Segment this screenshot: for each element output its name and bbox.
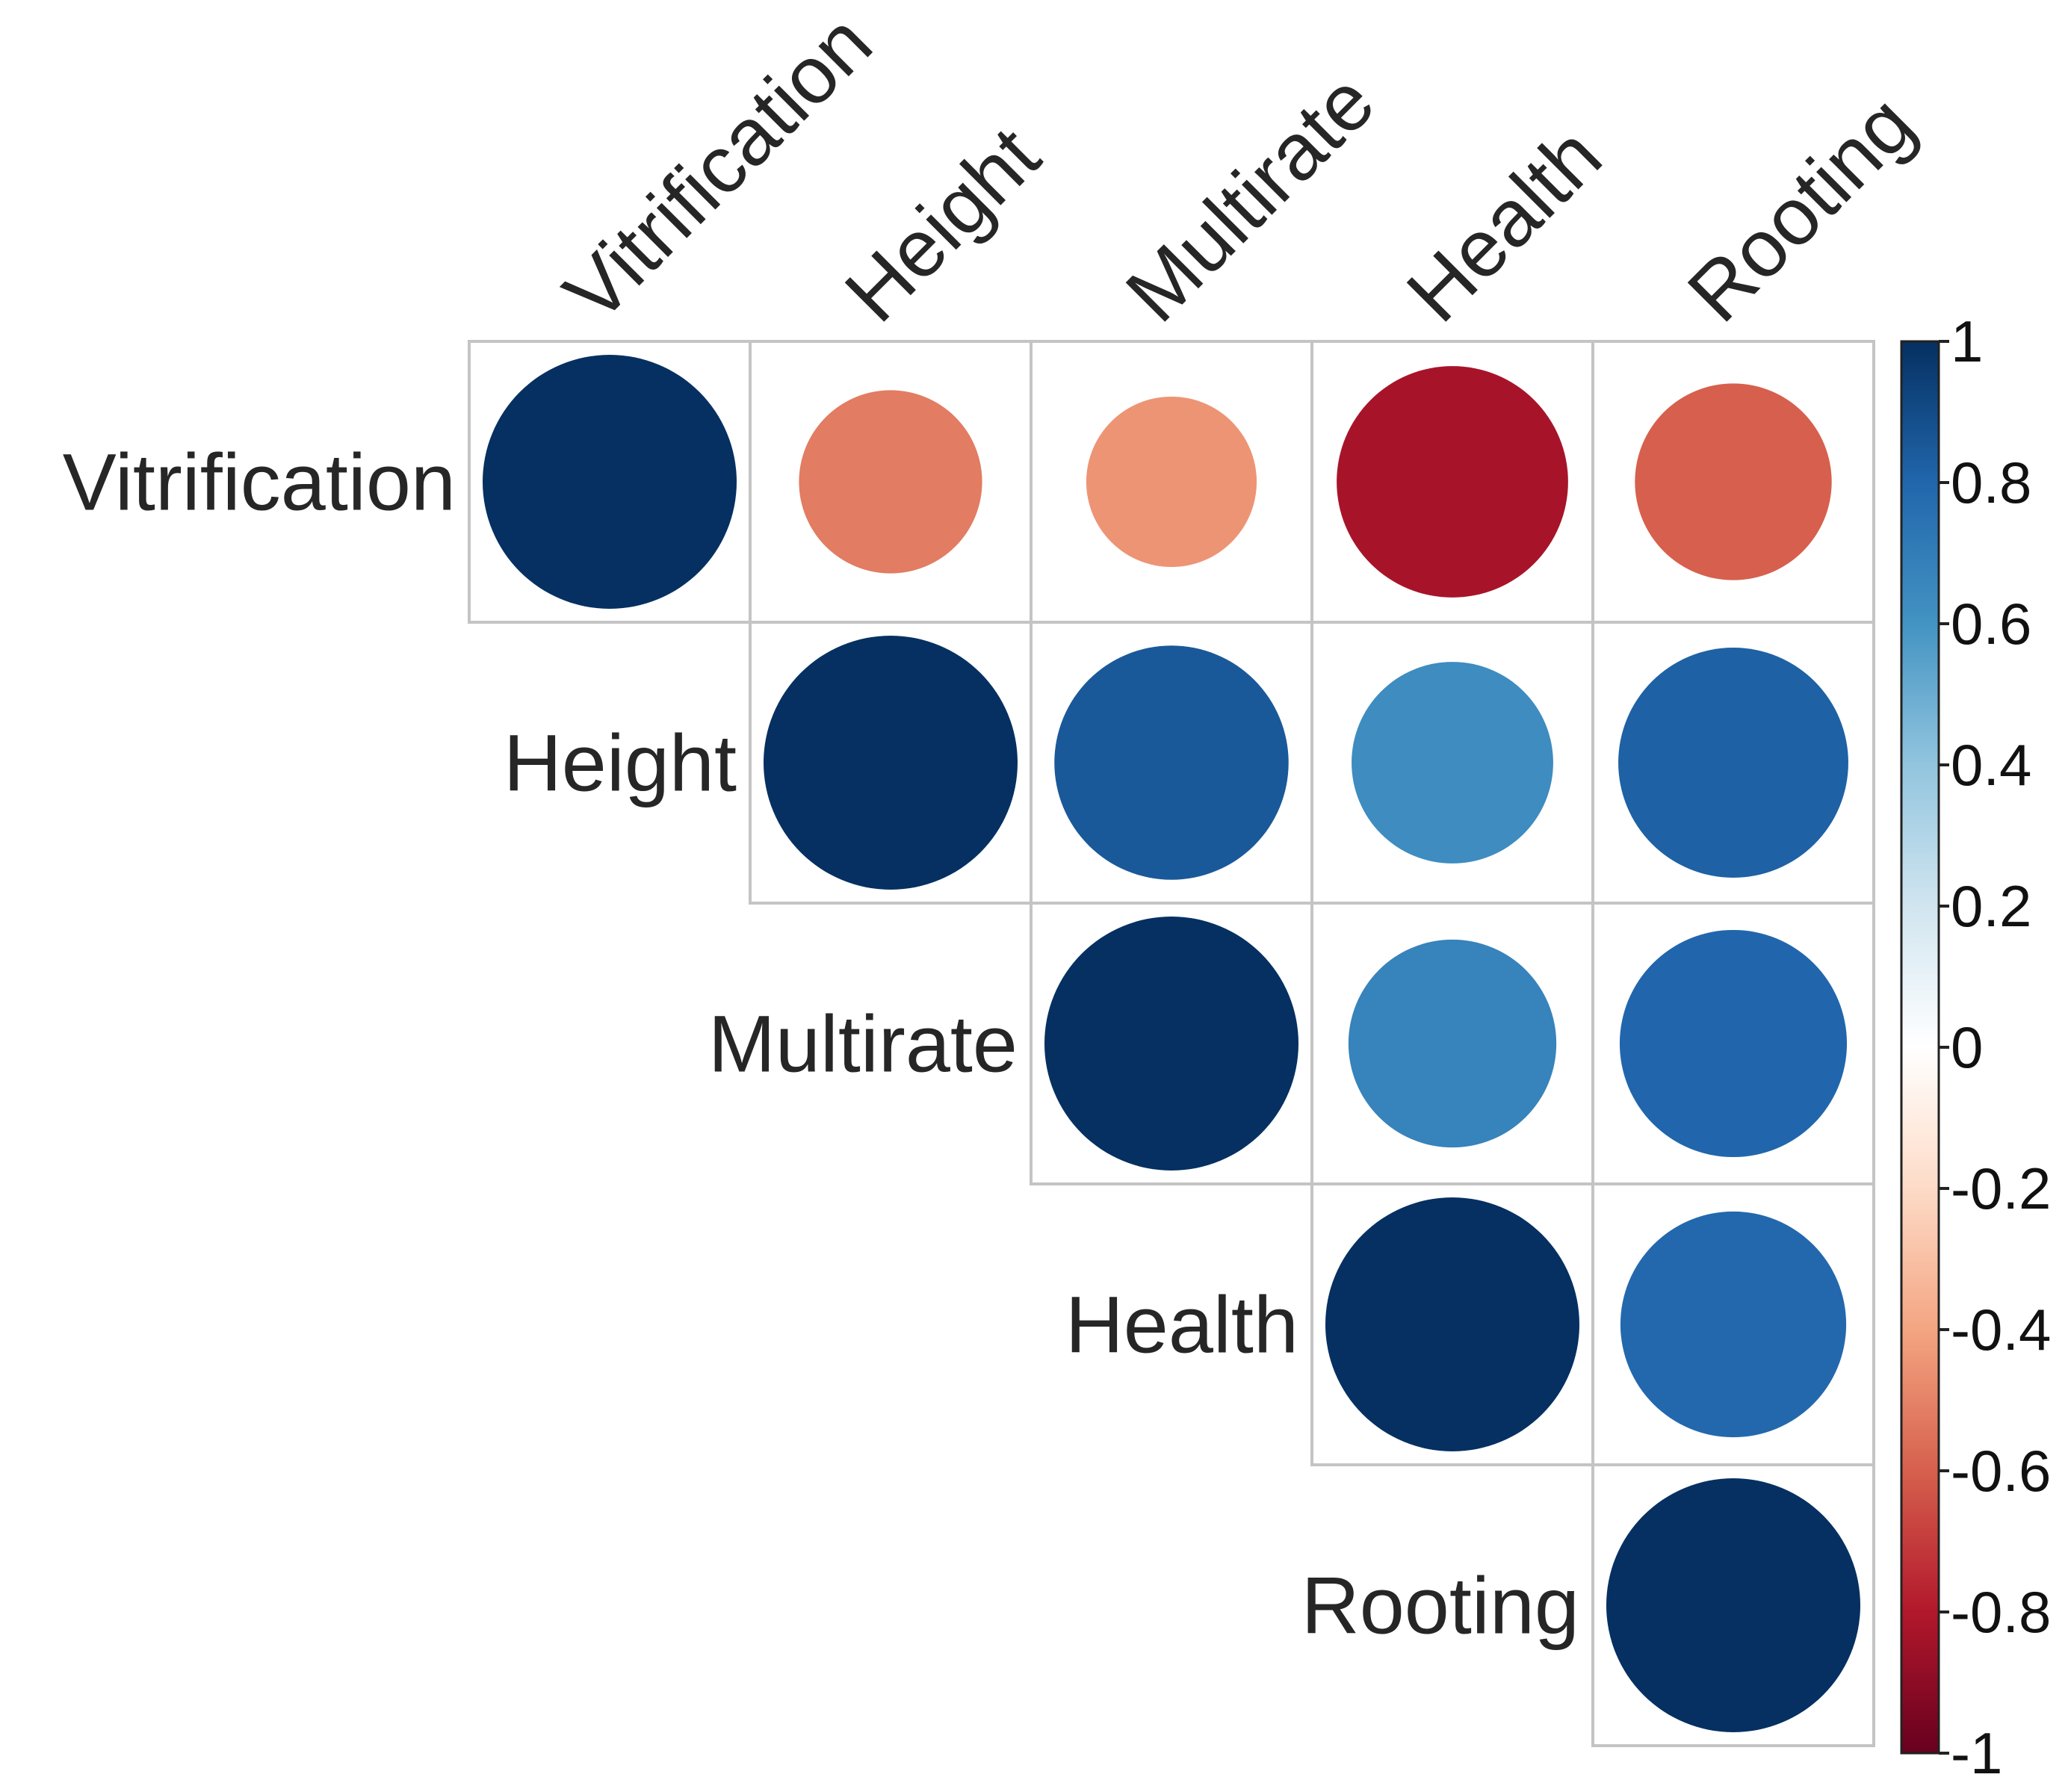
corr-circle-height-health — [1352, 662, 1553, 864]
column-label-health: Health — [1390, 110, 1618, 338]
corr-circle-height-multirate — [1054, 645, 1289, 880]
corr-circle-height-height — [764, 636, 1018, 890]
row-label-health: Health — [1065, 1280, 1298, 1370]
corr-circle-multirate-health — [1348, 939, 1557, 1148]
row-label-vitrification: Vitrification — [63, 437, 456, 527]
corr-circle-health-rooting — [1620, 1211, 1847, 1438]
colorbar-tick-label: -0.6 — [1951, 1438, 2051, 1504]
corr-circle-health-health — [1325, 1197, 1579, 1451]
column-label-rooting: Rooting — [1671, 78, 1931, 338]
colorbar-tick-label: 0 — [1951, 1014, 1983, 1080]
corr-circle-multirate-multirate — [1044, 917, 1298, 1171]
colorbar-tick-label: 0.4 — [1951, 732, 2031, 798]
corr-circle-vitrification-health — [1337, 366, 1568, 598]
corr-circle-vitrification-multirate — [1086, 396, 1257, 568]
grid-cell-rooting-rooting — [1591, 1463, 1875, 1747]
colorbar-tick-label: -1 — [1951, 1720, 2002, 1786]
corr-circle-height-rooting — [1618, 648, 1848, 878]
column-label-height: Height — [828, 110, 1056, 338]
corr-circle-rooting-rooting — [1606, 1478, 1860, 1732]
colorbar-tick-label: -0.2 — [1951, 1156, 2051, 1221]
colorbar-tick-label: 0.2 — [1951, 873, 2031, 939]
colorbar-tick-label: -0.8 — [1951, 1579, 2051, 1645]
colorbar-tick-label: 0.6 — [1951, 591, 2031, 657]
row-label-height: Height — [504, 718, 737, 808]
color-legend: 1 0.8 0.6 0.4 0.2 0 -0.2 -0.4 -0.6 -0.8 -1 — [1900, 309, 2051, 1786]
corr-circle-vitrification-vitrification — [483, 355, 737, 609]
row-labels: Vitrification Height Multirate Health Rootin… — [63, 437, 1579, 1651]
column-label-multirate: Multirate — [1109, 56, 1391, 338]
column-label-vitrification: Vitrification — [547, 0, 889, 338]
row-label-rooting: Rooting — [1301, 1560, 1579, 1651]
corr-circle-vitrification-rooting — [1635, 383, 1832, 580]
row-label-multirate: Multirate — [708, 999, 1018, 1089]
colorbar-tick-label: 0.8 — [1951, 450, 2031, 515]
colorbar — [1900, 340, 1940, 1755]
corr-circle-vitrification-height — [799, 390, 982, 574]
corr-circle-multirate-rooting — [1619, 929, 1848, 1158]
correlation-circles — [483, 355, 1860, 1732]
colorbar-tick-label: -0.4 — [1951, 1297, 2051, 1362]
grid-cells — [468, 340, 1875, 1747]
colorbar-tick-label: 1 — [1951, 309, 1983, 374]
